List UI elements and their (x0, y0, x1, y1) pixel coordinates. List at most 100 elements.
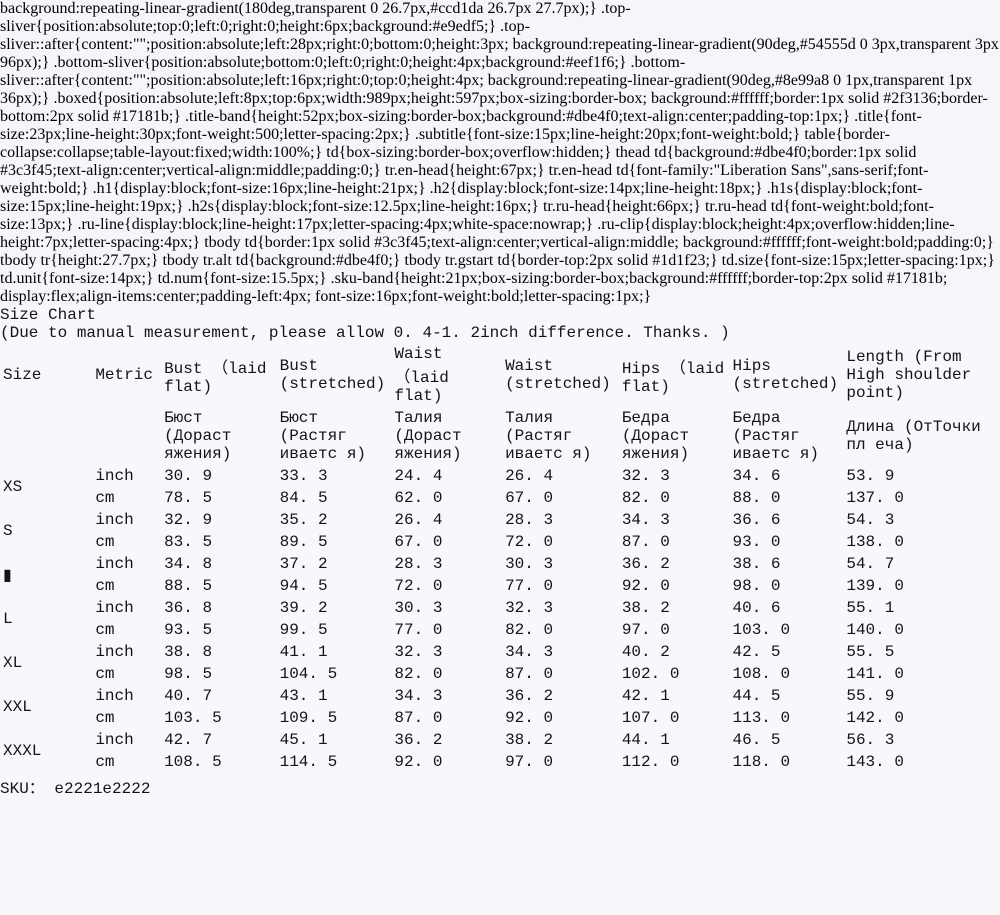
ru-header-line: иваетс (732, 445, 791, 463)
measurement-value: 107. 0 (621, 709, 680, 727)
size-row-cm-4: cm 98. 5 104. 5 82. 0 87. 0 102. 0 108. 0 141. … (2, 664, 998, 684)
size-label: XS (3, 478, 23, 496)
measurement-value: 109. 5 (279, 709, 338, 727)
col-header-sublabel: (stretched) (505, 375, 611, 393)
measurement-value: 46. 5 (732, 731, 781, 749)
measurement-value: 97. 0 (621, 621, 670, 639)
size-row-cm-5: cm 103. 5 109. 5 87. 0 92. 0 107. 0 113. 0 142.… (2, 708, 998, 728)
unit-label-cm: cm (95, 753, 115, 771)
size-label: XXL (3, 698, 32, 716)
measurement-value: 28. 3 (505, 511, 554, 529)
measurement-value: 140. 0 (846, 621, 904, 639)
ru-header-line: Талия (394, 409, 443, 427)
col-header-sublabel: （laid flat) (394, 369, 449, 405)
ru-header-line: еча) (875, 436, 914, 454)
ru-header-line: (Дораст (621, 427, 690, 445)
measurement-value: 138. 0 (846, 533, 904, 551)
size-label: S (3, 522, 13, 540)
unit-label-cm: cm (95, 533, 115, 551)
measurement-value: 44. 5 (732, 687, 781, 705)
measurement-value: 42. 7 (164, 731, 213, 749)
measurement-value: 82. 0 (505, 621, 554, 639)
measurement-value: 34. 3 (505, 643, 554, 661)
measurement-value: 42. 1 (621, 687, 670, 705)
measurement-value: 142. 0 (846, 709, 904, 727)
ru-header-line: яжения) (621, 445, 690, 463)
col-header-sublabel2: point) (846, 384, 904, 402)
ru-header-line: (Растяг (732, 427, 800, 445)
size-row-cm-3: cm 93. 5 99. 5 77. 0 82. 0 97. 0 103. 0 140. 0 (2, 620, 998, 640)
measurement-value: 43. 1 (279, 687, 328, 705)
measurement-value: 30. 9 (164, 467, 213, 485)
measurement-note: (Due to manual measurement, please allow… (0, 324, 730, 342)
measurement-value: 93. 5 (164, 621, 213, 639)
measurement-value: 33. 3 (279, 467, 328, 485)
ru-header-line: яжения) (394, 445, 462, 463)
col-header-sublabel: （laid flat) (164, 360, 267, 396)
measurement-value: 103. 0 (732, 621, 791, 639)
measurement-value: 112. 0 (621, 753, 680, 771)
size-row-inch-4: XL inch 38. 8 41. 1 32. 3 34. 3 40. 2 42. 5 55. … (2, 642, 998, 672)
unit-label-cm: cm (95, 489, 115, 507)
measurement-value: 34. 6 (732, 467, 781, 485)
measurement-value: 77. 0 (505, 577, 554, 595)
size-row-cm-1: cm 83. 5 89. 5 67. 0 72. 0 87. 0 93. 0 138. 0 (2, 532, 998, 552)
header-row-russian: Бюст (Дораст яжения) Бюст (Растяг иваетс… (2, 408, 998, 464)
size-row-cm-6: cm 108. 5 114. 5 92. 0 97. 0 112. 0 118. 0 143.… (2, 752, 998, 772)
measurement-value: 93. 0 (732, 533, 781, 551)
measurement-value: 137. 0 (846, 489, 904, 507)
measurement-value: 24. 4 (394, 467, 443, 485)
measurement-value: 104. 5 (279, 665, 338, 683)
ru-header-line: иваетс (505, 445, 563, 463)
measurement-value: 38. 2 (505, 731, 554, 749)
ru-header-line: яжения) (164, 445, 232, 463)
title-band: Size Chart (Due to manual measurement, p… (0, 306, 1000, 342)
measurement-value: 40. 7 (164, 687, 213, 705)
measurement-value: 114. 5 (279, 753, 338, 771)
size-row-cm-2: cm 88. 5 94. 5 72. 0 77. 0 92. 0 98. 0 139. 0 (2, 576, 998, 596)
col-header-metric: Metric (94, 344, 161, 406)
measurement-value: 32. 3 (394, 643, 443, 661)
sku-band: SKU： e2221e2222 (0, 774, 1000, 798)
measurement-value: 87. 0 (505, 665, 554, 683)
measurement-value: 113. 0 (732, 709, 791, 727)
measurement-value: 30. 3 (394, 599, 443, 617)
measurement-value: 56. 3 (846, 731, 895, 749)
measurement-value: 84. 5 (279, 489, 328, 507)
size-label: XXXL (3, 742, 42, 760)
measurement-value: 62. 0 (394, 489, 443, 507)
col-header-bust-laid-flat: Bust （laid flat) (163, 344, 277, 406)
measurement-value: 87. 0 (394, 709, 443, 727)
col-header-label: Bust (279, 357, 318, 375)
measurement-value: 98. 5 (164, 665, 213, 683)
measurement-value: 88. 0 (732, 489, 781, 507)
measurement-value: 36. 8 (164, 599, 213, 617)
header-row-english: Size Metric Bust （laid flat) Bust (stret… (2, 344, 998, 406)
size-row-inch-6: XXXL inch 42. 7 45. 1 36. 2 38. 2 44. 1 46. 5 56… (2, 730, 998, 760)
size-row-cm-0: cm 78. 5 84. 5 62. 0 67. 0 82. 0 88. 0 137. 0 (2, 488, 998, 508)
measurement-value: 55. 1 (846, 599, 895, 617)
measurement-value: 67. 0 (505, 489, 554, 507)
col-header-size: Size (2, 344, 92, 406)
measurement-value: 83. 5 (164, 533, 213, 551)
unit-label-inch: inch (95, 731, 134, 749)
ru-header-line: Талия (505, 409, 554, 427)
col-header-label: Size (3, 366, 42, 384)
measurement-value: 34. 3 (394, 687, 443, 705)
measurement-value: 44. 1 (621, 731, 670, 749)
size-table: Size Metric Bust （laid flat) Bust (stret… (0, 342, 1000, 774)
measurement-value: 92. 0 (394, 753, 443, 771)
measurement-value: 108. 0 (732, 665, 791, 683)
measurement-value: 77. 0 (394, 621, 443, 639)
size-label: XL (3, 654, 23, 672)
measurement-value: 139. 0 (846, 577, 904, 595)
ru-header-hips-stretched: Бедра (Растяг иваетс я) (732, 408, 844, 464)
measurement-value: 92. 0 (621, 577, 670, 595)
measurement-value: 36. 2 (621, 555, 670, 573)
ru-header-waist-laid-flat: Талия (Дораст яжения) (393, 408, 502, 464)
unit-label-inch: inch (95, 511, 134, 529)
measurement-value: 42. 5 (732, 643, 781, 661)
measurement-value: 143. 0 (846, 753, 904, 771)
measurement-value: 54. 7 (846, 555, 895, 573)
